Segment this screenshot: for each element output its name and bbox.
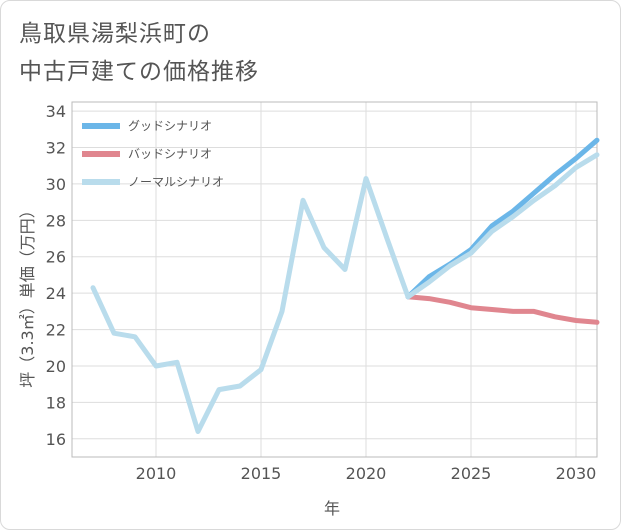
chart-title-line1: 鳥取県湯梨浜町の xyxy=(19,21,211,47)
y-tick-label: 30 xyxy=(46,175,66,194)
y-tick-label: 28 xyxy=(46,211,66,230)
legend-label-0: グッドシナリオ xyxy=(128,119,212,133)
vertical-gridlines xyxy=(155,102,577,457)
plot-frame xyxy=(71,101,598,458)
y-tick-label: 20 xyxy=(46,357,66,376)
x-tick-labels: 2010 2015 2020 2025 2030 xyxy=(136,464,597,483)
x-tick-label: 2020 xyxy=(346,464,387,483)
legend-label-2: ノーマルシナリオ xyxy=(128,175,224,189)
chart-title: 鳥取県湯梨浜町の 中古戸建ての価格推移 xyxy=(19,15,259,91)
y-tick-label: 24 xyxy=(46,284,66,303)
series-line-1 xyxy=(405,294,600,325)
series-line-2 xyxy=(90,152,600,434)
x-tick-label: 2015 xyxy=(241,464,282,483)
legend-label-1: バッドシナリオ xyxy=(128,147,212,161)
x-tick-label: 2010 xyxy=(136,464,177,483)
x-tick-label: 2030 xyxy=(556,464,597,483)
y-tick-label: 22 xyxy=(46,321,66,340)
y-tick-labels: 16 18 20 22 24 26 28 30 32 34 xyxy=(46,102,66,449)
y-tick-label: 32 xyxy=(46,139,66,158)
x-axis-label: 年 xyxy=(324,499,340,518)
y-tick-label: 16 xyxy=(46,430,66,449)
chart-title-line2: 中古戸建ての価格推移 xyxy=(19,59,259,85)
series-layer xyxy=(90,137,600,434)
y-tick-label: 34 xyxy=(46,102,66,121)
series-line-0 xyxy=(405,137,600,300)
y-tick-label: 26 xyxy=(46,248,66,267)
y-axis-label: 坪（3.3㎡）単価（万円） xyxy=(18,202,37,387)
y-tick-label: 18 xyxy=(46,393,66,412)
x-tick-label: 2025 xyxy=(451,464,492,483)
